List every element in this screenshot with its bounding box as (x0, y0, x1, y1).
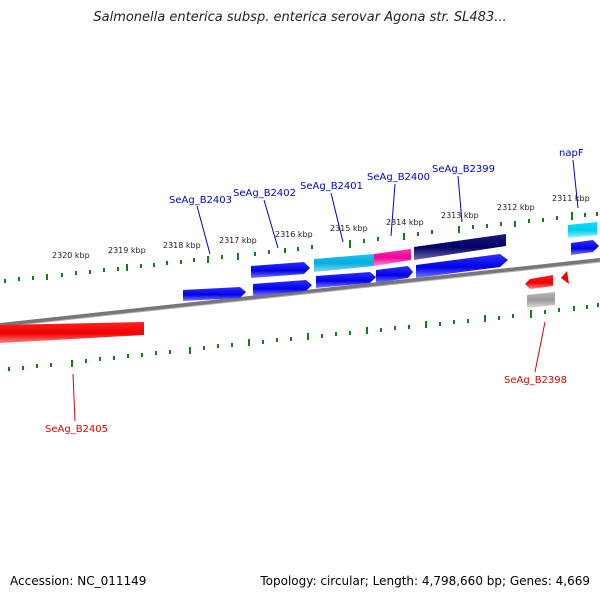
accession-text: Accession: NC_011149 (10, 574, 147, 588)
gene-feature[interactable] (527, 292, 555, 308)
gene-feature[interactable] (314, 254, 374, 272)
backbone (0, 258, 600, 327)
lower-tick-rail (8, 303, 599, 371)
kbp-label: 2317 kbp (219, 236, 257, 245)
gene-feature[interactable] (376, 266, 413, 283)
genome-summary-text: Topology: circular; Length: 4,798,660 bp… (260, 574, 590, 588)
upper-tick-rail (4, 212, 598, 283)
gene-feature[interactable] (0, 322, 144, 343)
gene-feature[interactable] (568, 222, 597, 238)
gene-feature[interactable] (253, 280, 312, 296)
kbp-label: 2318 kbp (163, 241, 201, 250)
kbp-label: 2311 kbp (552, 194, 590, 203)
gene-feature[interactable] (183, 287, 246, 301)
gene-feature[interactable] (525, 275, 553, 289)
gene-feature[interactable] (316, 272, 376, 288)
gene-label: SeAg_B2403 (169, 195, 232, 206)
gene-feature[interactable] (414, 234, 506, 260)
gene-feature[interactable] (571, 240, 599, 255)
kbp-label: 2320 kbp (52, 251, 90, 260)
kbp-label: 2319 kbp (108, 246, 146, 255)
kbp-label: 2313 kbp (441, 211, 479, 220)
reverse-genes (0, 271, 569, 343)
kbp-label: 2316 kbp (275, 230, 313, 239)
forward-genes (183, 222, 599, 301)
gene-feature[interactable] (251, 262, 310, 278)
gene-feature[interactable] (561, 271, 569, 284)
gene-label: SeAg_B2398 (504, 375, 567, 386)
gene-label: SeAg_B2400 (367, 172, 430, 183)
map-title: Salmonella enterica subsp. enterica sero… (93, 10, 507, 25)
gene-feature[interactable] (374, 249, 411, 266)
gene-label: SeAg_B2402 (233, 188, 296, 199)
gene-feature[interactable] (416, 254, 508, 278)
gene-label: SeAg_B2399 (432, 164, 495, 175)
kbp-label: 2314 kbp (386, 218, 424, 227)
gene-label: SeAg_B2405 (45, 424, 108, 435)
gene-label: SeAg_B2401 (300, 181, 363, 192)
kbp-label: 2312 kbp (497, 203, 535, 212)
kbp-label: 2315 kbp (330, 224, 368, 233)
gene-label: napF (559, 148, 584, 159)
